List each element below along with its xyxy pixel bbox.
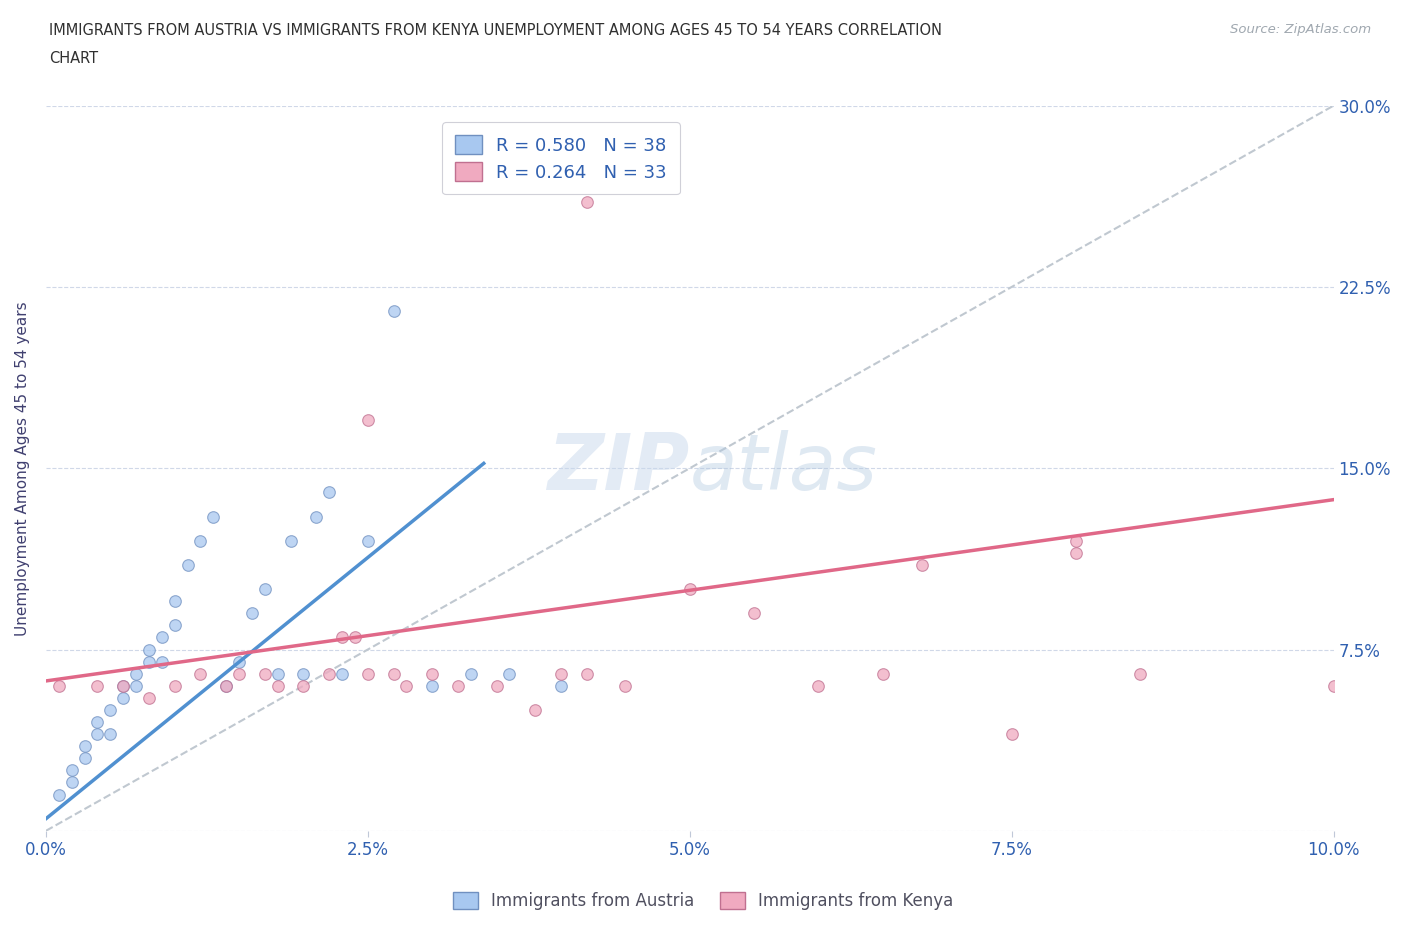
Point: [125, 666, 148, 681]
Point: [357, 413, 380, 428]
Legend: R = 0.580   N = 38, R = 0.264   N = 33: R = 0.580 N = 38, R = 0.264 N = 33: [443, 122, 679, 194]
Point: [86, 726, 108, 741]
Point: [575, 195, 598, 210]
Point: [498, 666, 520, 681]
Point: [48, 787, 70, 802]
Point: [215, 678, 238, 693]
Point: [382, 304, 405, 319]
Point: [138, 654, 160, 669]
Point: [420, 666, 443, 681]
Point: [60, 763, 83, 777]
Text: ZIP: ZIP: [547, 431, 690, 506]
Point: [253, 666, 276, 681]
Point: [357, 666, 380, 681]
Point: [48, 678, 70, 693]
Point: [86, 714, 108, 729]
Point: [163, 678, 186, 693]
Point: [1322, 678, 1344, 693]
Point: [267, 666, 290, 681]
Point: [1129, 666, 1152, 681]
Point: [330, 666, 353, 681]
Point: [460, 666, 482, 681]
Point: [807, 678, 830, 693]
Point: [253, 581, 276, 596]
Text: atlas: atlas: [690, 431, 877, 506]
Point: [420, 678, 443, 693]
Point: [318, 666, 340, 681]
Point: [305, 509, 328, 524]
Text: IMMIGRANTS FROM AUSTRIA VS IMMIGRANTS FROM KENYA UNEMPLOYMENT AMONG AGES 45 TO 5: IMMIGRANTS FROM AUSTRIA VS IMMIGRANTS FR…: [49, 23, 942, 38]
Point: [150, 630, 173, 644]
Point: [138, 642, 160, 657]
Point: [679, 581, 702, 596]
Point: [202, 509, 225, 524]
Point: [112, 678, 135, 693]
Point: [228, 666, 250, 681]
Point: [382, 666, 405, 681]
Point: [742, 605, 765, 620]
Point: [447, 678, 470, 693]
Point: [318, 485, 340, 499]
Point: [163, 593, 186, 608]
Point: [550, 666, 572, 681]
Point: [60, 775, 83, 790]
Point: [98, 702, 121, 717]
Point: [228, 654, 250, 669]
Text: Source: ZipAtlas.com: Source: ZipAtlas.com: [1230, 23, 1371, 36]
Point: [1001, 726, 1024, 741]
Legend: Immigrants from Austria, Immigrants from Kenya: Immigrants from Austria, Immigrants from…: [446, 885, 960, 917]
Point: [240, 605, 263, 620]
Point: [86, 678, 108, 693]
Point: [292, 678, 315, 693]
Point: [330, 630, 353, 644]
Point: [73, 751, 96, 765]
Point: [280, 533, 302, 548]
Point: [910, 557, 932, 572]
Point: [292, 666, 315, 681]
Point: [125, 678, 148, 693]
Point: [190, 533, 212, 548]
Point: [357, 533, 380, 548]
Point: [73, 738, 96, 753]
Y-axis label: Unemployment Among Ages 45 to 54 years: Unemployment Among Ages 45 to 54 years: [15, 301, 30, 635]
Point: [485, 678, 508, 693]
Point: [343, 630, 366, 644]
Point: [267, 678, 290, 693]
Point: [550, 678, 572, 693]
Point: [872, 666, 894, 681]
Text: CHART: CHART: [49, 51, 98, 66]
Point: [163, 618, 186, 632]
Point: [1064, 545, 1087, 560]
Point: [176, 557, 198, 572]
Point: [215, 678, 238, 693]
Point: [112, 678, 135, 693]
Point: [1064, 533, 1087, 548]
Point: [112, 690, 135, 705]
Point: [190, 666, 212, 681]
Point: [524, 702, 547, 717]
Point: [98, 726, 121, 741]
Point: [138, 690, 160, 705]
Point: [150, 654, 173, 669]
Point: [395, 678, 418, 693]
Point: [575, 666, 598, 681]
Point: [614, 678, 637, 693]
